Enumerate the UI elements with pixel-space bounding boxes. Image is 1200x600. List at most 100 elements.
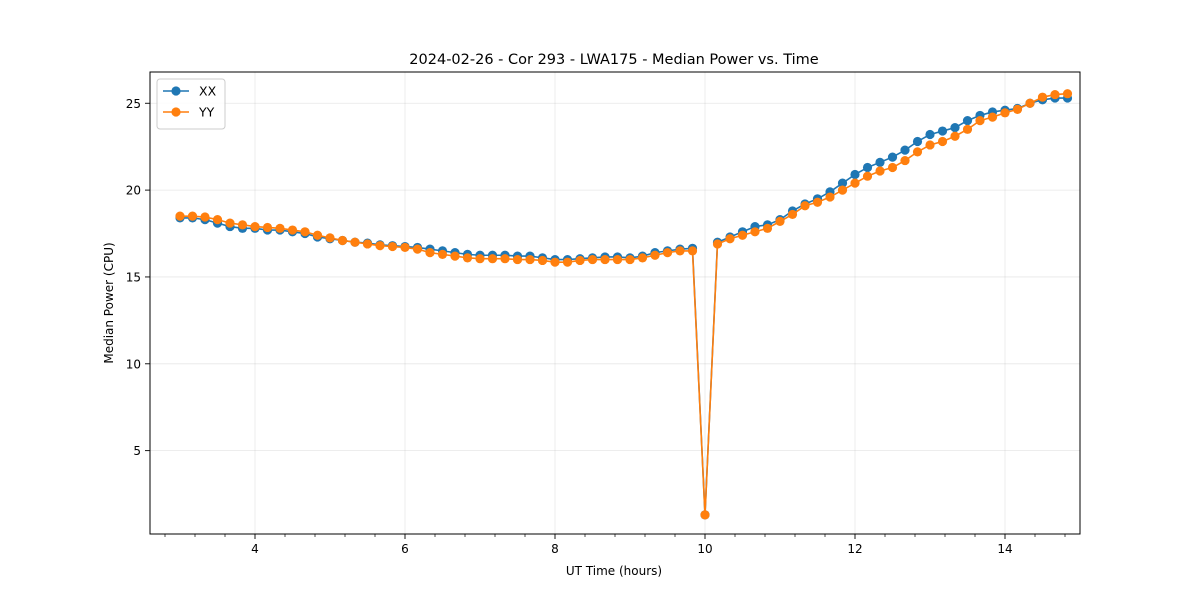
series-xx-point: [937, 126, 948, 136]
series-yy-point: [587, 254, 598, 265]
y-tick-label: 5: [133, 444, 141, 458]
x-axis-label: UT Time (hours): [566, 564, 662, 578]
x-axis: 4 6 8 10 12 14: [164, 534, 1066, 556]
series-yy-line: [180, 92, 1068, 516]
series-yy-point: [287, 225, 298, 235]
series-yy-point: [575, 255, 585, 266]
series-xx-point: [875, 157, 885, 167]
x-tick-label: 4: [251, 542, 259, 556]
series-yy-point: [737, 230, 748, 240]
series-yy-point: [987, 112, 998, 122]
series-yy-point: [425, 248, 435, 258]
series-xx-point: [850, 169, 860, 180]
series-yy-point: [637, 253, 648, 263]
series-yy-point: [362, 239, 373, 249]
grid-lines: [150, 72, 1080, 534]
series-yy-point: [562, 257, 573, 267]
y-tick-label: 20: [126, 184, 141, 198]
series-yy-point: [800, 201, 810, 211]
series-yy-point: [662, 248, 673, 258]
series-yy-point: [650, 250, 660, 260]
series-yy-point: [950, 131, 960, 141]
series-yy-point: [325, 233, 335, 243]
series-yy-point: [787, 209, 798, 220]
series-yy-point: [975, 116, 985, 126]
series-yy-point: [512, 254, 523, 265]
series-yy-point: [537, 255, 548, 266]
series-yy-point: [850, 178, 860, 188]
legend-entry-yy: YY: [163, 105, 215, 120]
series-yy-point: [962, 124, 973, 134]
series-yy-point: [200, 212, 210, 222]
series-yy-point: [825, 192, 835, 202]
series-xx-point: [900, 145, 910, 155]
series-yy-point: [675, 246, 685, 256]
x-tick-label: 14: [997, 542, 1012, 556]
x-tick-label: 12: [847, 542, 862, 556]
series-yy-point: [837, 185, 848, 195]
y-tick-label: 25: [126, 97, 141, 111]
series-yy-point: [812, 197, 823, 207]
legend: XX YY: [156, 78, 226, 130]
series-yy-point: [400, 242, 410, 253]
series-yy-point: [412, 244, 423, 254]
series-yy-point: [625, 254, 635, 265]
series-yy-point: [550, 257, 560, 267]
series-yy-point: [725, 234, 735, 244]
series-yy-point: [487, 254, 498, 264]
series-yy-point: [1062, 89, 1073, 99]
series-xx-point: [912, 136, 923, 147]
series-yy-point: [375, 241, 385, 251]
series-yy-point: [937, 136, 948, 147]
series-yy-point: [250, 221, 260, 232]
series-yy-point: [750, 227, 760, 237]
x-tick-label: 6: [401, 542, 409, 556]
y-tick-label: 15: [126, 270, 141, 284]
series-yy-point: [925, 140, 935, 150]
series-yy-point: [450, 251, 460, 261]
series-yy-point: [600, 254, 610, 265]
series-yy-point: [887, 162, 898, 173]
legend-swatch-marker: [171, 107, 181, 117]
series-yy-point: [612, 254, 623, 265]
series-yy-point: [187, 211, 198, 221]
series-yy-point: [175, 211, 185, 221]
y-axis-label: Median Power (CPU): [102, 242, 116, 363]
series-yy-point: [300, 227, 310, 237]
series-yy-point: [387, 241, 398, 252]
series-yy-point: [1037, 92, 1048, 102]
series-yy-point: [525, 254, 535, 265]
series-yy-point: [350, 237, 360, 247]
series-xx-point: [950, 122, 960, 133]
series-yy-point: [237, 220, 248, 230]
legend-label: XX: [199, 84, 217, 99]
legend-label: YY: [198, 105, 215, 120]
series-xx-line: [180, 97, 1068, 516]
series-yy-point: [875, 166, 885, 176]
series-xx-point: [925, 129, 935, 140]
series-yy-point: [312, 230, 323, 240]
series-yy-point: [775, 216, 785, 226]
series-yy-point: [212, 215, 223, 225]
series-yy-point: [262, 222, 273, 233]
x-tick-label: 8: [551, 542, 559, 556]
series-xx-point: [962, 116, 973, 126]
legend-swatch-marker: [171, 86, 181, 96]
y-tick-label: 10: [126, 357, 141, 371]
series-yy-point: [437, 249, 448, 259]
chart-title: 2024-02-26 - Cor 293 - LWA175 - Median P…: [409, 52, 818, 68]
series-yy-point: [1050, 89, 1060, 100]
series-yy-point: [862, 171, 873, 181]
series-yy-point: [275, 223, 285, 233]
series-xx-point: [837, 178, 848, 188]
series-yy-point: [1000, 108, 1010, 118]
y-axis: 5 10 15 20 25: [126, 97, 150, 458]
series-yy-point: [912, 147, 923, 157]
series-yy-point: [900, 155, 910, 166]
series-yy-point: [1025, 98, 1035, 108]
series-layer: [175, 89, 1073, 520]
series-yy-point: [687, 246, 698, 256]
series-xx: [175, 93, 1073, 520]
series-yy-point: [475, 254, 485, 264]
